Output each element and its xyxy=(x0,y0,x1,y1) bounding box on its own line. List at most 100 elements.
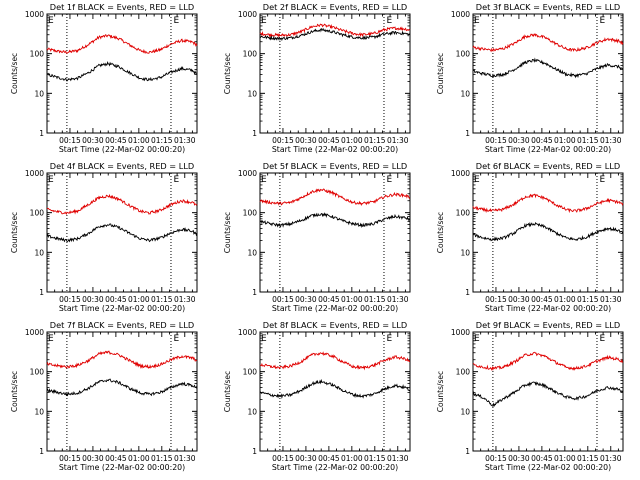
event-marker-label: E xyxy=(600,16,606,26)
chart-title: Det 2f BLACK = Events, RED = LLD xyxy=(263,2,407,12)
y-tick-label: 100 xyxy=(30,209,45,218)
y-tick-label: 10 xyxy=(460,407,470,416)
y-tick-label: 100 xyxy=(456,368,471,377)
series-lld-trace xyxy=(259,188,411,206)
chart-title: Det 8f BLACK = Events, RED = LLD xyxy=(263,320,407,330)
x-tick-label: 00:45 xyxy=(318,136,340,145)
x-axis-label: Start Time (22-Mar-02 00:00:20) xyxy=(59,145,185,154)
x-tick-label: 00:15 xyxy=(59,136,81,145)
y-tick-label: 1000 xyxy=(238,169,257,178)
x-tick-label: 00:45 xyxy=(105,136,127,145)
y-tick-label: 1000 xyxy=(25,328,44,337)
x-tick-label: 01:15 xyxy=(151,295,173,304)
y-tick-label: 1000 xyxy=(451,169,470,178)
x-tick-label: 01:00 xyxy=(341,454,363,463)
y-tick-label: 1000 xyxy=(238,10,257,19)
event-marker-label: E xyxy=(387,334,393,344)
series-events-trace xyxy=(259,212,411,229)
y-tick-label: 100 xyxy=(243,209,258,218)
detector-panel-7: Det 7f BLACK = Events, RED = LLD 1 10 100 10… xyxy=(10,320,198,472)
event-marker-label: E xyxy=(174,334,180,344)
y-axis-label: Counts/sec xyxy=(223,212,232,253)
x-tick-label: 01:30 xyxy=(387,454,409,463)
x-axis-label: Start Time (22-Mar-02 00:00:20) xyxy=(272,145,398,154)
plot-frame xyxy=(46,172,198,293)
y-tick-label: 100 xyxy=(456,209,471,218)
series-lld-trace xyxy=(46,350,198,370)
chart-title: Det 6f BLACK = Events, RED = LLD xyxy=(476,161,620,171)
series-events-trace xyxy=(259,27,411,42)
x-tick-label: 01:30 xyxy=(174,295,196,304)
x-tick-label: 00:15 xyxy=(485,136,507,145)
detector-panel-8: Det 8f BLACK = Events, RED = LLD 1 10 100 10… xyxy=(223,320,411,472)
x-tick-label: 01:00 xyxy=(554,136,576,145)
x-axis-label: Start Time (22-Mar-02 00:00:20) xyxy=(272,304,398,313)
y-axis-label: Counts/sec xyxy=(10,212,19,253)
chart-title: Det 4f BLACK = Events, RED = LLD xyxy=(50,161,194,171)
y-tick-label: 1 xyxy=(39,288,44,297)
x-tick-label: 01:00 xyxy=(341,136,363,145)
event-marker-label: E xyxy=(474,334,480,344)
y-tick-label: 1000 xyxy=(25,169,44,178)
detector-panel-9: Det 9f BLACK = Events, RED = LLD 1 10 100 10… xyxy=(436,320,624,472)
event-marker-label: E xyxy=(474,16,480,26)
x-tick-label: 01:30 xyxy=(174,136,196,145)
y-axis-label: Counts/sec xyxy=(223,53,232,94)
y-tick-label: 100 xyxy=(243,368,258,377)
y-tick-label: 10 xyxy=(34,248,44,257)
event-marker-label: E xyxy=(474,175,480,185)
series-lld-trace xyxy=(259,351,411,371)
plot-frame xyxy=(472,13,624,134)
event-marker-label: E xyxy=(48,175,54,185)
chart-title: Det 1f BLACK = Events, RED = LLD xyxy=(50,2,194,12)
x-tick-label: 00:45 xyxy=(318,454,340,463)
event-marker-label: E xyxy=(387,175,393,185)
x-tick-label: 01:15 xyxy=(151,136,173,145)
series-events-trace xyxy=(472,57,624,79)
x-tick-label: 00:15 xyxy=(485,295,507,304)
event-marker-label: E xyxy=(600,175,606,185)
x-tick-label: 00:30 xyxy=(508,136,530,145)
series-lld-trace xyxy=(472,351,624,371)
y-axis-label: Counts/sec xyxy=(223,371,232,412)
y-tick-label: 1 xyxy=(465,129,470,138)
x-tick-label: 01:15 xyxy=(364,454,386,463)
x-tick-label: 01:00 xyxy=(128,136,150,145)
x-axis-label: Start Time (22-Mar-02 00:00:20) xyxy=(485,304,611,313)
x-axis-label: Start Time (22-Mar-02 00:00:20) xyxy=(485,463,611,472)
event-marker-label: E xyxy=(174,16,180,26)
y-tick-label: 1 xyxy=(252,288,257,297)
y-tick-label: 100 xyxy=(456,50,471,59)
event-marker-label: E xyxy=(174,175,180,185)
chart-title: Det 5f BLACK = Events, RED = LLD xyxy=(263,161,407,171)
plot-frame xyxy=(259,331,411,452)
x-tick-label: 01:00 xyxy=(341,295,363,304)
x-tick-label: 01:15 xyxy=(577,454,599,463)
plot-frame xyxy=(259,13,411,134)
y-axis-label: Counts/sec xyxy=(10,371,19,412)
x-tick-label: 00:45 xyxy=(531,295,553,304)
chart-title: Det 3f BLACK = Events, RED = LLD xyxy=(476,2,620,12)
y-tick-label: 1 xyxy=(39,447,44,456)
y-tick-label: 100 xyxy=(243,50,258,59)
y-tick-label: 10 xyxy=(247,407,257,416)
x-tick-label: 00:15 xyxy=(485,454,507,463)
x-tick-label: 01:00 xyxy=(128,295,150,304)
y-tick-label: 10 xyxy=(247,89,257,98)
x-tick-label: 01:15 xyxy=(577,295,599,304)
x-tick-label: 01:15 xyxy=(151,454,173,463)
x-tick-label: 01:00 xyxy=(128,454,150,463)
series-events-trace xyxy=(472,221,624,242)
x-tick-label: 00:30 xyxy=(82,295,104,304)
event-marker-label: E xyxy=(600,334,606,344)
x-tick-label: 00:15 xyxy=(272,136,294,145)
y-tick-label: 10 xyxy=(247,248,257,257)
plot-frame xyxy=(46,13,198,134)
y-tick-label: 1 xyxy=(39,129,44,138)
series-events-trace xyxy=(46,223,198,243)
x-tick-label: 00:15 xyxy=(59,295,81,304)
x-tick-label: 01:15 xyxy=(364,295,386,304)
y-tick-label: 100 xyxy=(30,368,45,377)
y-tick-label: 10 xyxy=(460,248,470,257)
event-marker-label: E xyxy=(387,16,393,26)
